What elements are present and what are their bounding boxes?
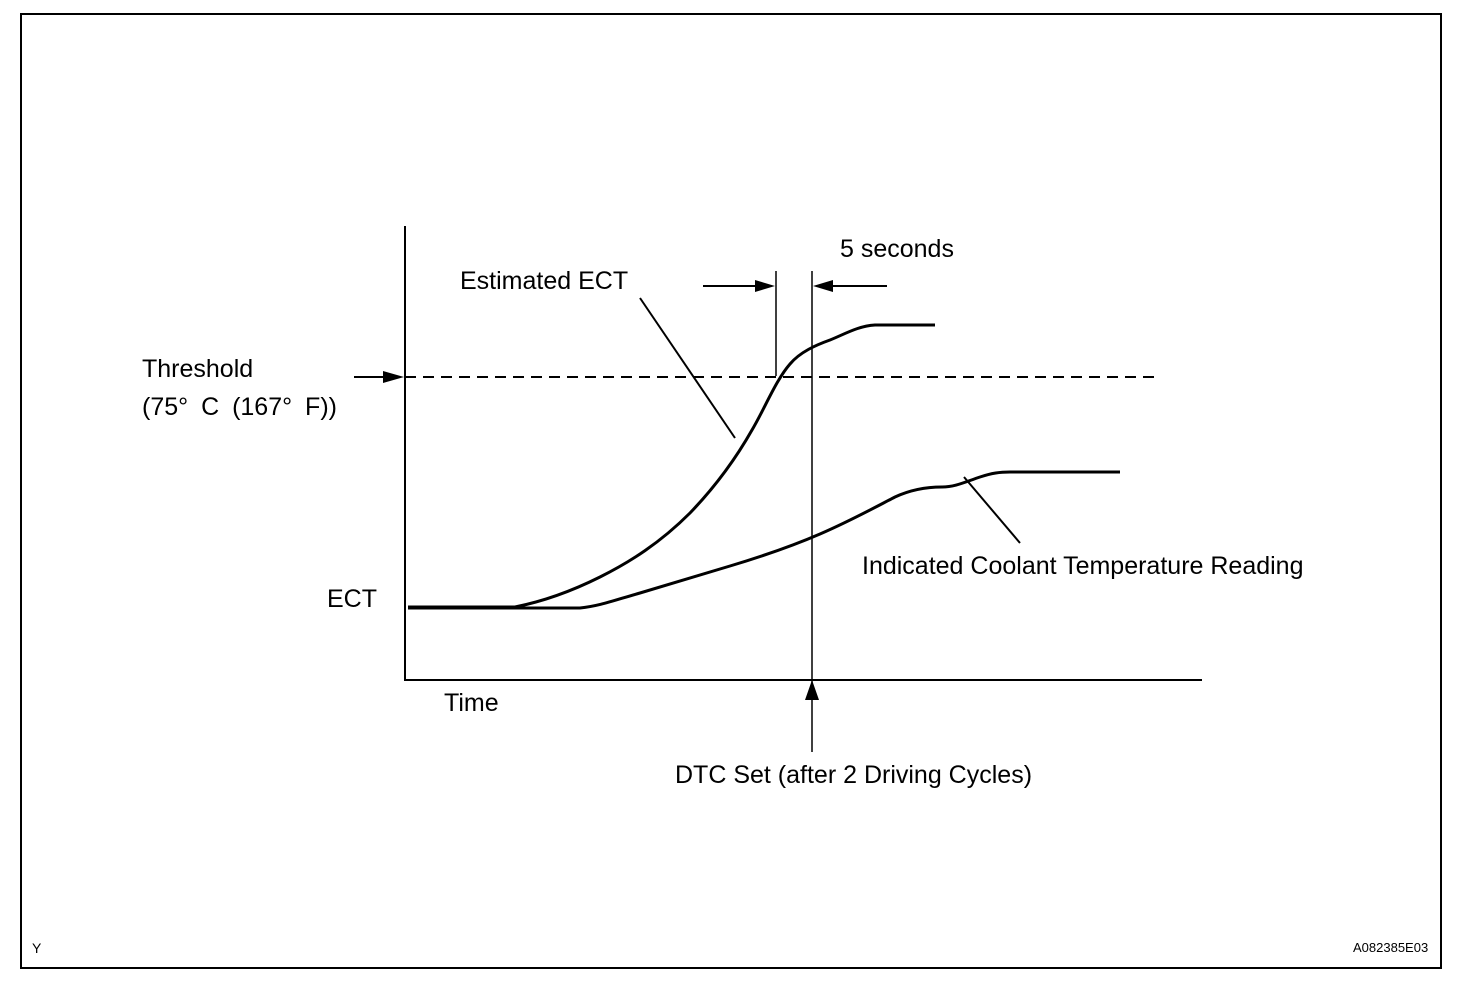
ect-axis-label: ECT xyxy=(327,585,377,613)
estimated-ect-curve xyxy=(408,323,935,609)
diagram-frame xyxy=(20,13,1442,969)
dtc-set-label: DTC Set (after 2 Driving Cycles) xyxy=(675,761,1033,789)
five-seconds-right-arrowhead xyxy=(813,280,833,292)
figure-id-code: A082385E03 xyxy=(1353,940,1429,955)
indicated-leader xyxy=(963,476,1021,544)
indicated-coolant-label: Indicated Coolant Temperature Reading xyxy=(862,552,1304,580)
threshold-label: Threshold xyxy=(142,355,254,383)
threshold-arrowhead xyxy=(383,371,404,383)
indicated-coolant-curve xyxy=(408,470,1120,610)
estimated-ect-leader xyxy=(639,297,736,439)
estimated-ect-label: Estimated ECT xyxy=(460,267,629,295)
corner-left-code: Y xyxy=(32,940,42,956)
five-seconds-label: 5 seconds xyxy=(840,235,954,263)
threshold-value-label: (75° C (167° F)) xyxy=(142,393,337,421)
five-seconds-left-arrowhead xyxy=(755,280,775,292)
time-axis-label: Time xyxy=(444,689,499,717)
dtc-set-arrowhead xyxy=(805,680,819,700)
